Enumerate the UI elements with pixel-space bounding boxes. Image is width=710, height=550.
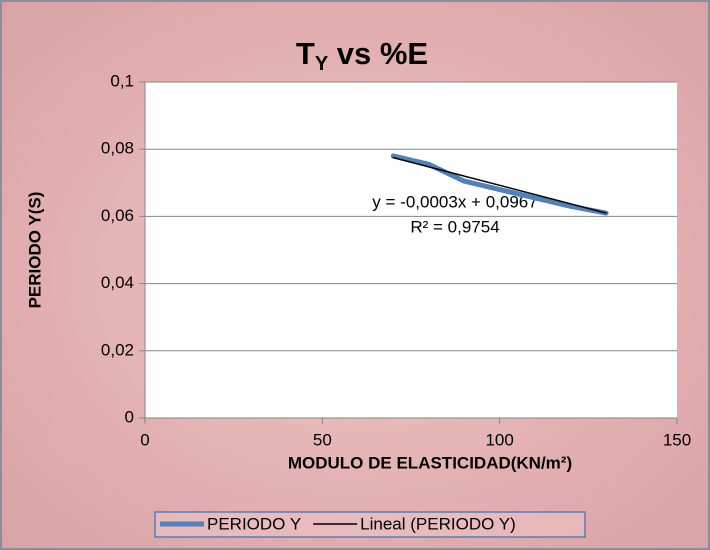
legend-label: Lineal (PERIODO Y) [360, 514, 516, 533]
title-part: vs %E [328, 36, 428, 71]
title-part: Y [315, 53, 329, 75]
trend-r2: R² = 0,9754 [410, 217, 499, 236]
y-axis-label: PERIODO Y(S) [25, 192, 44, 309]
plot-area [145, 82, 677, 418]
title-part: T [296, 36, 315, 71]
y-tick-label: 0,1 [110, 71, 134, 90]
x-tick-label: 50 [313, 430, 332, 449]
x-tick-label: 0 [140, 430, 149, 449]
trend-equation: y = -0,0003x + 0,0967 [372, 192, 537, 211]
legend-box [154, 511, 586, 538]
y-tick-label: 0 [125, 407, 134, 426]
y-tick-label: 0,08 [101, 139, 134, 158]
chart-title: TY vs %E [296, 36, 428, 75]
x-tick-label: 150 [663, 430, 691, 449]
y-tick-label: 0,04 [101, 273, 134, 292]
legend-label: PERIODO Y [207, 514, 301, 533]
data-line [390, 153, 609, 216]
y-tick-label: 0,02 [101, 340, 134, 359]
y-tick-label: 0,06 [101, 206, 134, 225]
trend-line [392, 156, 607, 214]
x-tick-label: 100 [485, 430, 513, 449]
x-axis-label: MODULO DE ELASTICIDAD(KN/m²) [288, 453, 572, 472]
